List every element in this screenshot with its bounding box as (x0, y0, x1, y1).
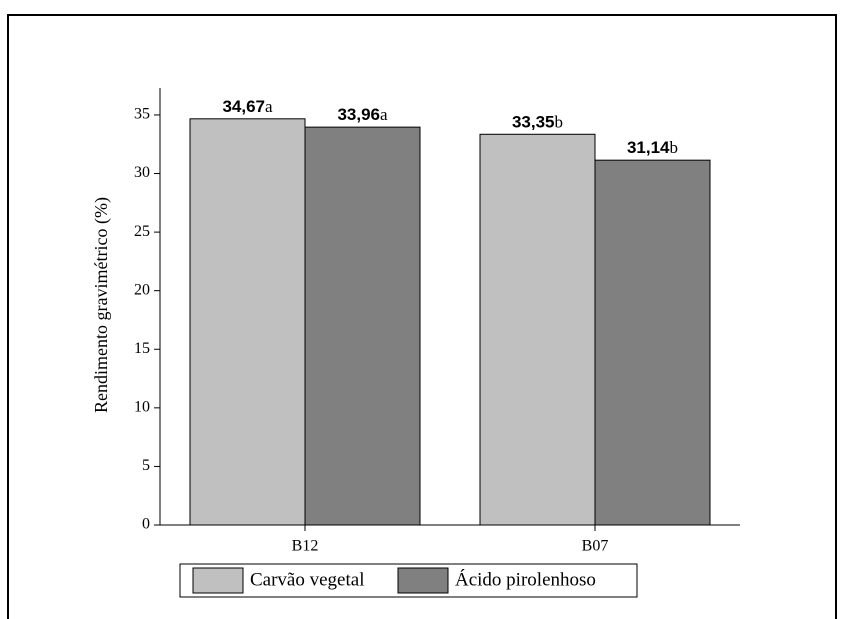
y-tick-label: 5 (142, 457, 150, 474)
legend-swatch (397, 567, 449, 594)
value-label: 34,67 (222, 97, 265, 116)
y-tick-label: 15 (134, 340, 150, 357)
frame (7, 14, 837, 619)
legend-swatch (192, 567, 244, 594)
bar (479, 133, 596, 526)
y-tick-label: 20 (134, 281, 150, 298)
data-label: 33,35b (512, 112, 563, 132)
legend-label: Carvão vegetal (250, 569, 364, 590)
value-label: 33,96 (337, 106, 380, 125)
bar (304, 126, 421, 526)
data-label: 34,67a (222, 97, 273, 117)
y-axis-label: Rendimento gravimétrico (%) (91, 197, 112, 413)
y-tick-label: 25 (134, 223, 150, 240)
significance-letter: a (265, 97, 273, 116)
x-tick-label: B12 (292, 538, 319, 555)
significance-letter: b (555, 112, 564, 131)
legend-label: Ácido pirolenhoso (455, 568, 596, 590)
value-label: 33,35 (512, 113, 555, 132)
y-tick-label: 30 (134, 164, 150, 181)
significance-letter: b (670, 138, 679, 157)
x-tick-label: B07 (582, 538, 609, 555)
value-label: 31,14 (627, 139, 670, 158)
bar (189, 118, 306, 526)
data-label: 31,14b (627, 138, 678, 158)
bar (594, 159, 711, 526)
significance-letter: a (380, 105, 388, 124)
y-tick-label: 10 (134, 399, 150, 416)
data-label: 33,96a (337, 105, 388, 125)
y-tick-label: 0 (142, 516, 150, 533)
y-tick-label: 35 (134, 106, 150, 123)
